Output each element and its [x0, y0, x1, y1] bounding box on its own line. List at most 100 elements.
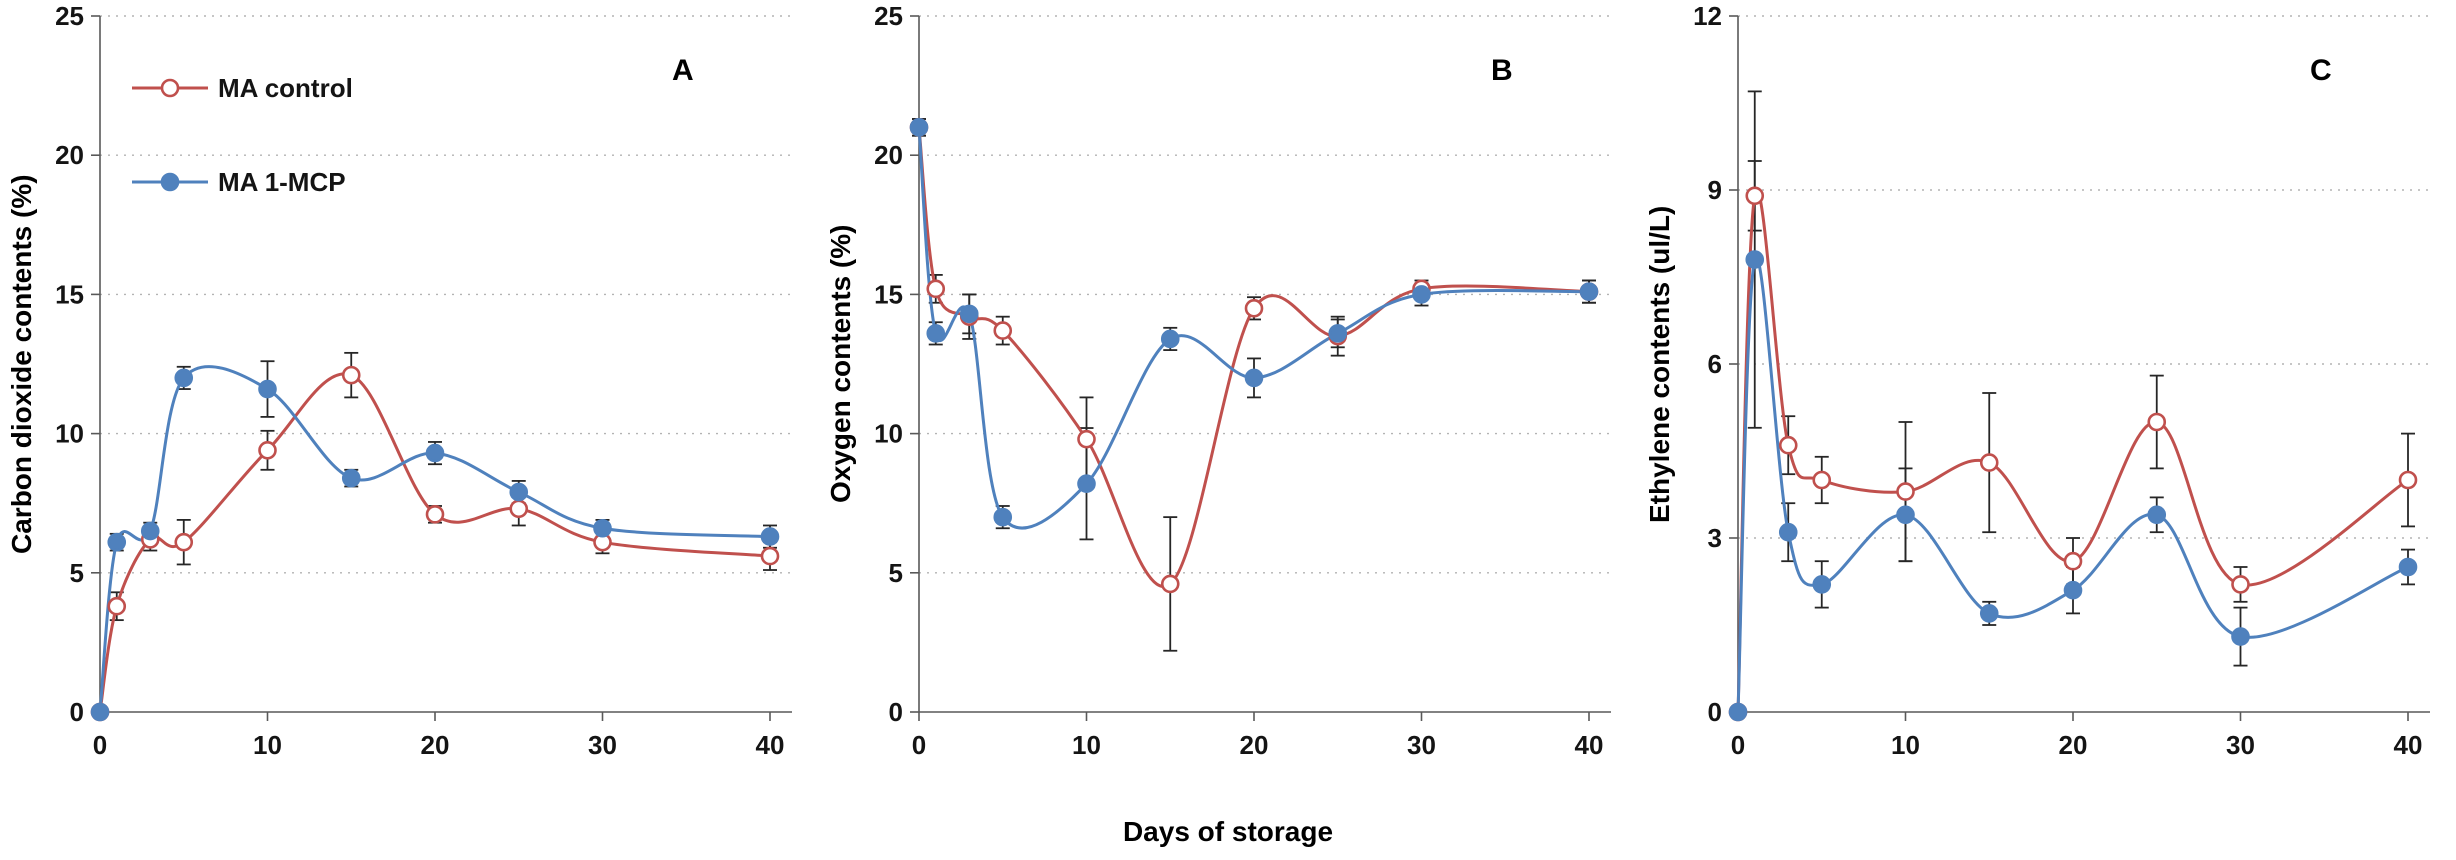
data-point-marker [258, 441, 277, 460]
error-bars [1747, 90, 2415, 667]
x-tick-label: 0 [1731, 730, 1745, 760]
gridlines [919, 15, 1611, 574]
y-tick-label: 9 [1708, 175, 1722, 205]
series-markers [909, 118, 1599, 527]
data-point-marker [258, 379, 277, 399]
data-point-marker [1412, 285, 1431, 304]
data-point-marker [1244, 299, 1264, 318]
error-bars [1747, 160, 2415, 603]
y-tick-label: 10 [55, 419, 84, 449]
data-point-marker [107, 596, 127, 616]
error-bars [912, 118, 1596, 541]
x-tick-label: 30 [588, 730, 617, 760]
x-axis-label: Days of storage [1122, 816, 1334, 847]
y-tick-label: 20 [55, 140, 84, 170]
x-tick-label: 40 [756, 730, 785, 760]
x-tick-label: 20 [421, 730, 450, 760]
data-point-marker [341, 365, 361, 385]
chart-c: 0 3 6 9 12 0 10 20 30 40 [1693, 1, 2430, 760]
y-tick-label: 20 [874, 140, 903, 170]
gridlines [100, 15, 792, 574]
data-point-marker [2147, 505, 2167, 525]
data-point-marker [1778, 522, 1798, 542]
data-point-marker [1979, 604, 1999, 623]
data-point-marker [1812, 470, 1832, 490]
panel-letter-a: A [672, 54, 694, 87]
legend: MA control MA 1-MCP [132, 73, 353, 197]
series-line [917, 127, 1590, 530]
chart-a: 0 5 10 15 20 25 0 10 20 30 40 MA control MA 1-MCP [55, 1, 792, 760]
data-point-marker [174, 532, 194, 552]
data-point-marker [2231, 575, 2250, 594]
x-axis-ticks: 0 10 20 30 40 [912, 712, 1604, 760]
y-tick-label: 5 [70, 558, 84, 588]
y-tick-label: 3 [1708, 523, 1722, 553]
data-point-marker [1077, 474, 1096, 494]
data-point-marker [760, 527, 780, 546]
data-point-marker [959, 304, 979, 324]
x-tick-label: 0 [93, 730, 107, 760]
x-tick-label: 40 [1575, 730, 1604, 760]
y-axis-ticks: 0 5 10 15 20 25 [55, 1, 100, 727]
legend-label: MA control [218, 73, 353, 103]
y-tick-label: 6 [1708, 349, 1722, 379]
data-point-marker [760, 546, 780, 566]
y-tick-label: 25 [874, 1, 903, 31]
y-axis-ticks: 0 5 10 15 20 25 [874, 1, 919, 727]
data-point-marker [1328, 324, 1348, 343]
x-tick-label: 10 [1072, 730, 1101, 760]
y-tick-label: 0 [70, 697, 84, 727]
data-point-marker [1244, 368, 1264, 388]
series-line [917, 127, 1590, 588]
series-markers [90, 365, 780, 722]
y-tick-label: 15 [55, 279, 84, 309]
panel-letter-c: C [2310, 54, 2332, 87]
legend-marker [160, 172, 180, 192]
data-point-marker [1745, 186, 1765, 206]
chart-b: 0 5 10 15 20 25 0 10 20 30 40 [874, 1, 1611, 760]
series-line [1736, 189, 2409, 713]
data-point-marker [425, 505, 445, 524]
data-point-marker [509, 499, 529, 519]
series-markers [909, 118, 1599, 594]
legend-marker [160, 78, 180, 98]
legend-label: MA 1-MCP [218, 167, 346, 197]
data-point-marker [174, 368, 194, 388]
y-tick-label: 0 [1708, 697, 1722, 727]
series-markers [1728, 250, 2418, 722]
data-point-marker [1896, 505, 1915, 525]
series-markers [1728, 186, 2418, 722]
x-axis-ticks: 0 10 20 30 40 [1731, 712, 2422, 760]
panel-c: Ethylene contents (ul/L) C 0 3 6 9 12 0 10 20 30… [1638, 0, 2456, 860]
series-line [98, 365, 771, 713]
y-tick-label: 15 [874, 279, 903, 309]
data-point-marker [926, 324, 946, 343]
data-point-marker [509, 482, 529, 502]
data-point-marker [1160, 329, 1180, 349]
axes [918, 16, 1611, 713]
y-axis-ticks: 0 3 6 9 12 [1693, 1, 1738, 727]
y-tick-label: 12 [1693, 1, 1722, 31]
x-axis-ticks: 0 10 20 30 40 [93, 712, 785, 760]
y-tick-label: 10 [874, 419, 903, 449]
data-point-marker [425, 443, 445, 463]
data-point-marker [1896, 482, 1915, 501]
series-markers [90, 368, 780, 722]
data-point-marker [926, 279, 946, 299]
data-point-marker [1579, 282, 1599, 301]
x-tick-label: 10 [1891, 730, 1920, 760]
error-bars [93, 360, 777, 716]
data-point-marker [2063, 580, 2083, 600]
data-point-marker [909, 118, 929, 137]
x-tick-label: 20 [2059, 730, 2088, 760]
x-tick-label: 30 [2226, 730, 2255, 760]
x-tick-label: 10 [253, 730, 282, 760]
data-point-marker [1160, 574, 1180, 594]
data-point-marker [2398, 470, 2418, 490]
x-tick-label: 30 [1407, 730, 1436, 760]
series-line [98, 372, 771, 713]
panel-letter-b: B [1491, 54, 1513, 87]
axes [99, 16, 792, 713]
data-point-marker [1077, 429, 1096, 449]
